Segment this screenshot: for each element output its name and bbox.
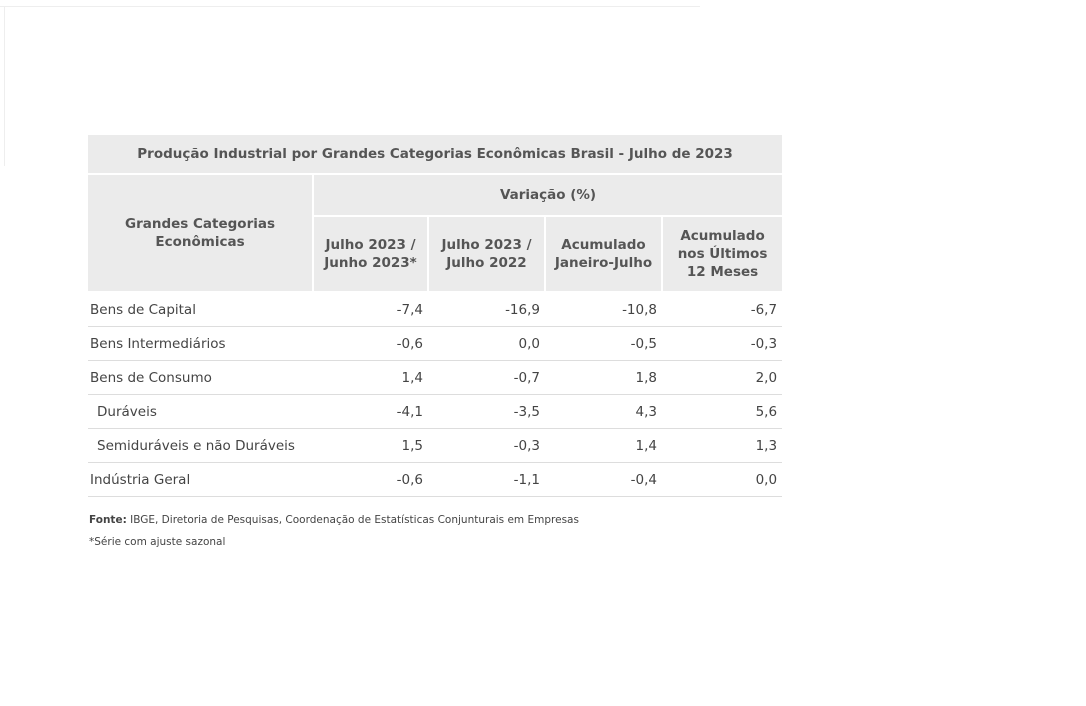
row-label: Duráveis	[88, 394, 313, 429]
cell-value: -0,7	[428, 360, 545, 395]
row-label: Semiduráveis e não Duráveis	[88, 428, 313, 463]
source-label: Fonte:	[89, 514, 127, 526]
cell-value: 0,0	[662, 462, 783, 497]
column-header: Julho 2023 / Junho 2023*	[312, 215, 429, 293]
row-label: Bens de Consumo	[88, 360, 313, 395]
header-line: Janeiro-Julho	[554, 255, 653, 271]
cell-value: 1,5	[313, 428, 428, 463]
cell-value: -6,7	[662, 292, 783, 327]
table-row: Bens de Capital -7,4 -16,9 -10,8 -6,7	[88, 292, 783, 327]
column-header: Acumulado nos Últimos 12 Meses	[660, 215, 783, 293]
header-line: Junho 2023*	[324, 255, 417, 271]
cell-value: -16,9	[428, 292, 545, 327]
source-note: Fonte: IBGE, Diretoria de Pesquisas, Coo…	[89, 514, 579, 526]
header-line: Acumulado	[561, 237, 646, 253]
header-line: nos Últimos	[677, 246, 768, 262]
cell-value: 1,4	[313, 360, 428, 395]
header-line: 12 Meses	[686, 264, 759, 280]
table-row: Indústria Geral -0,6 -1,1 -0,4 0,0	[88, 462, 783, 497]
frame-line	[0, 6, 700, 7]
header-line: Grandes Categorias	[124, 216, 275, 232]
data-table: Produção Industrial por Grandes Categori…	[88, 135, 783, 497]
cell-value: -0,6	[313, 462, 428, 497]
cell-value: -4,1	[313, 394, 428, 429]
cell-value: -0,3	[662, 326, 783, 361]
table-row: Bens de Consumo 1,4 -0,7 1,8 2,0	[88, 360, 783, 395]
table-title: Produção Industrial por Grandes Categori…	[88, 135, 783, 175]
header-line: Julho 2023 /	[325, 237, 416, 253]
cell-value: 1,3	[662, 428, 783, 463]
cell-value: -0,6	[313, 326, 428, 361]
footnote: *Série com ajuste sazonal	[89, 536, 226, 548]
row-label: Indústria Geral	[88, 462, 313, 497]
frame-line	[4, 6, 5, 166]
group-header: Variação (%)	[311, 173, 783, 217]
header-line: Acumulado	[680, 228, 765, 244]
table-row: Duráveis -4,1 -3,5 4,3 5,6	[88, 394, 783, 429]
cell-value: 0,0	[428, 326, 545, 361]
cell-value: 1,4	[545, 428, 662, 463]
cell-value: 2,0	[662, 360, 783, 395]
cell-value: -3,5	[428, 394, 545, 429]
header-line: Julho 2022	[446, 255, 527, 271]
cell-value: -0,4	[545, 462, 662, 497]
source-text: IBGE, Diretoria de Pesquisas, Coordenaçã…	[130, 514, 579, 526]
cell-value: 1,8	[545, 360, 662, 395]
row-header: Grandes Categorias Econômicas	[88, 173, 314, 293]
cell-value: -10,8	[545, 292, 662, 327]
cell-value: -0,5	[545, 326, 662, 361]
table-row: Semiduráveis e não Duráveis 1,5 -0,3 1,4 1,3	[88, 428, 783, 463]
header-line: Econômicas	[155, 234, 245, 250]
table-row: Bens Intermediários -0,6 0,0 -0,5 -0,3	[88, 326, 783, 361]
column-header: Julho 2023 / Julho 2022	[427, 215, 546, 293]
cell-value: 4,3	[545, 394, 662, 429]
cell-value: 5,6	[662, 394, 783, 429]
column-header: Acumulado Janeiro-Julho	[544, 215, 663, 293]
cell-value: -7,4	[313, 292, 428, 327]
cell-value: -0,3	[428, 428, 545, 463]
row-label: Bens Intermediários	[88, 326, 313, 361]
cell-value: -1,1	[428, 462, 545, 497]
row-label: Bens de Capital	[88, 292, 313, 327]
header-line: Julho 2023 /	[441, 237, 532, 253]
